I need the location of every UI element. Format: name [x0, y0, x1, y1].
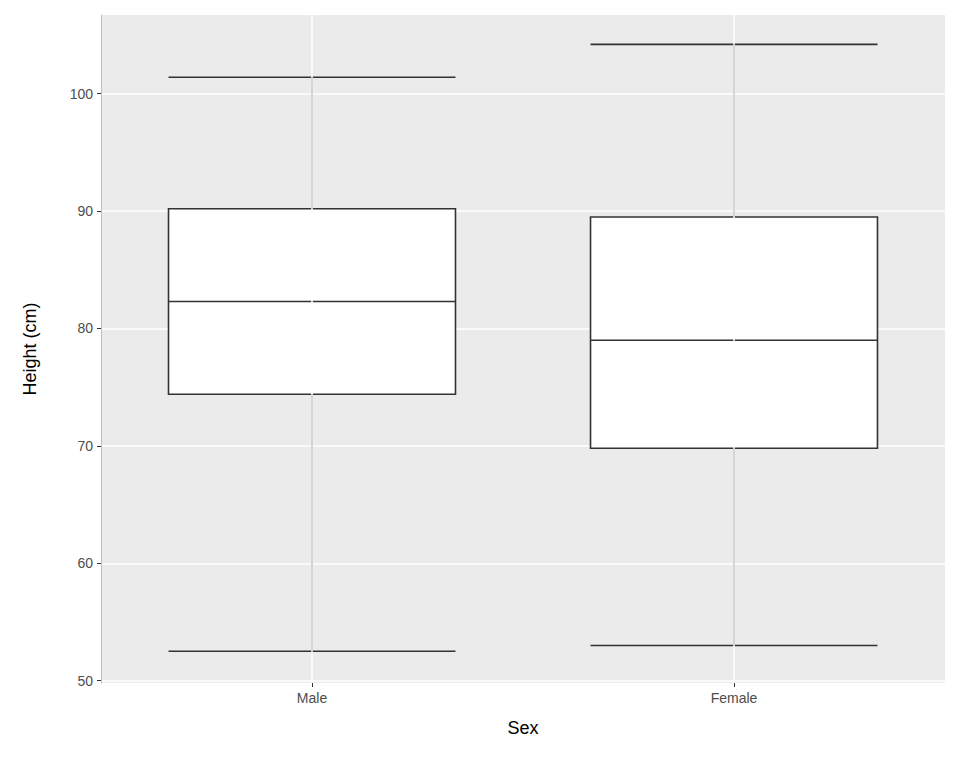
svg-text:50: 50 — [77, 673, 93, 689]
svg-text:Male: Male — [297, 690, 328, 706]
svg-text:60: 60 — [77, 555, 93, 571]
svg-text:Female: Female — [711, 690, 758, 706]
svg-text:80: 80 — [77, 320, 93, 336]
svg-text:70: 70 — [77, 438, 93, 454]
svg-text:Height (cm): Height (cm) — [20, 302, 40, 395]
svg-text:Sex: Sex — [507, 718, 538, 738]
svg-text:90: 90 — [77, 203, 93, 219]
svg-text:100: 100 — [70, 86, 94, 102]
